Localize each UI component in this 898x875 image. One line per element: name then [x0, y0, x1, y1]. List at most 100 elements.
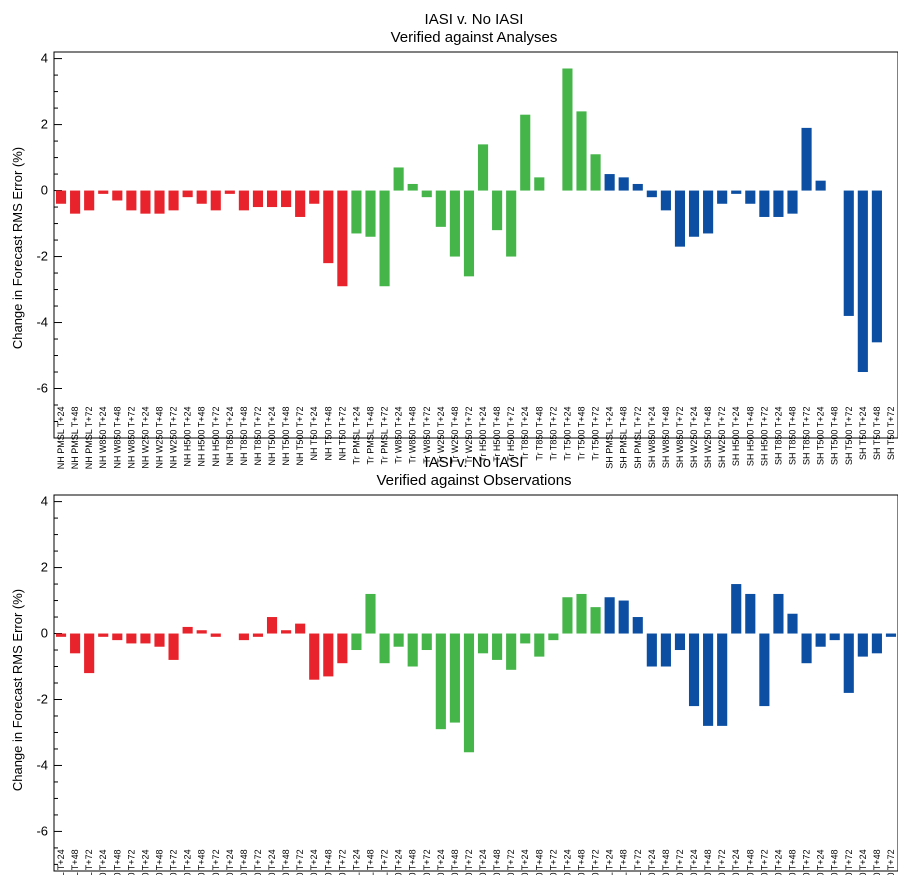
- x-tick-label: SH W850 T+48: [661, 849, 671, 875]
- x-tick-label: NH T50 T+72: [337, 849, 347, 875]
- x-tick-label: NH H500 T+48: [197, 407, 207, 467]
- bar-nh-t50-t-72: [337, 190, 348, 287]
- x-tick-label: SH T500 T+24: [816, 849, 826, 875]
- x-tick-label: SH W850 T+72: [675, 407, 685, 469]
- y-tick-label: -2: [36, 249, 48, 264]
- bar-nh-w850-t-24: [98, 633, 109, 637]
- y-tick-label: 2: [41, 560, 48, 575]
- x-tick-label: NH T500 T+24: [267, 407, 277, 466]
- x-tick-label: NH T500 T+24: [267, 849, 277, 875]
- bar-tr-t850-t-24: [520, 633, 531, 644]
- bar-tr-t500-t-72: [590, 607, 601, 634]
- bar-sh-t50-t-24: [857, 633, 868, 657]
- bar-tr-h500-t-72: [506, 190, 517, 257]
- chart-title: IASI v. No IASI: [425, 454, 524, 471]
- x-tick-label: Tr T500 T+24: [562, 849, 572, 875]
- x-tick-label: Tr W250 T+24: [436, 407, 446, 464]
- x-tick-label: Tr W850 T+48: [408, 407, 418, 464]
- y-tick-label: -4: [36, 757, 48, 772]
- bar-tr-h500-t-48: [492, 190, 503, 231]
- bar-sh-w250-t-24: [688, 633, 700, 707]
- x-tick-label: SH T50 T+72: [886, 407, 896, 460]
- x-tick-label: SH T500 T+48: [830, 407, 840, 465]
- x-tick-label: NH W250 T+72: [169, 407, 179, 469]
- x-tick-label: SH T850 T+72: [802, 407, 812, 465]
- bar-sh-t850-t-48: [787, 613, 798, 634]
- x-tick-label: Tr H500 T+48: [492, 407, 502, 462]
- x-tick-label: Tr T850 T+24: [520, 407, 530, 461]
- x-tick-label: NH W250 T+72: [169, 849, 179, 875]
- x-tick-label: NH H500 T+24: [183, 849, 193, 875]
- x-tick-label: Tr W250 T+72: [464, 407, 474, 464]
- x-tick-label: SH PMSL T+72: [633, 407, 643, 469]
- x-tick-label: NH W850 T+48: [112, 407, 122, 469]
- x-tick-label: SH W250 T+72: [717, 849, 727, 875]
- x-tick-label: SH PMSL T+48: [619, 407, 629, 469]
- y-tick-label: 4: [41, 494, 48, 509]
- bar-nh-h500-t-72: [210, 190, 221, 211]
- x-tick-label: NH W850 T+72: [126, 849, 136, 875]
- bar-tr-pmsl-t-24: [351, 190, 362, 234]
- x-tick-label: SH W850 T+24: [647, 849, 657, 875]
- x-tick-label: Tr W850 T+24: [394, 407, 404, 464]
- bar-tr-w850-t-72: [421, 633, 432, 651]
- bar-sh-t850-t-48: [787, 190, 798, 214]
- x-tick-label: SH PMSL T+72: [633, 849, 643, 875]
- bar-tr-w850-t-24: [393, 633, 404, 647]
- bar-nh-w250-t-72: [168, 633, 179, 660]
- x-tick-label: NH PMSL T+24: [56, 407, 66, 470]
- bar-tr-w250-t-24: [435, 633, 446, 730]
- bar-tr-h500-t-72: [506, 633, 517, 670]
- bar-nh-w250-t-24: [140, 190, 151, 214]
- bar-sh-h500-t-72: [759, 633, 770, 707]
- bar-nh-t850-t-48: [238, 190, 249, 211]
- bar-nh-pmsl-t-72: [84, 190, 95, 211]
- x-tick-label: Tr PMSL T+72: [380, 407, 390, 465]
- bars: [55, 584, 897, 753]
- x-tick-label: NH PMSL T+24: [56, 849, 66, 875]
- bar-sh-t850-t-24: [773, 190, 784, 217]
- bar-sh-pmsl-t-72: [632, 183, 643, 191]
- bar-nh-h500-t-72: [210, 633, 221, 637]
- bar-tr-h500-t-24: [477, 633, 489, 654]
- bar-sh-h500-t-48: [745, 593, 756, 634]
- x-tick-label: Tr H500 T+72: [506, 849, 516, 875]
- bar-sh-t500-t-48: [829, 633, 840, 641]
- chart-title: IASI v. No IASI: [425, 11, 524, 28]
- bar-nh-w850-t-72: [126, 190, 137, 211]
- x-tick-label: NH T500 T+72: [295, 849, 305, 875]
- x-tick-label: Tr PMSL T+48: [366, 407, 376, 465]
- x-tick-label: Tr H500 T+72: [506, 407, 516, 462]
- x-tick-label: SH T850 T+72: [802, 849, 812, 875]
- x-tick-label: NH W850 T+24: [98, 407, 108, 469]
- y-axis: 4 2 0 -2 -4 -6: [36, 51, 62, 439]
- x-tick-label: NH W850 T+48: [112, 849, 122, 875]
- x-tick-label: NH T850 T+24: [225, 849, 235, 875]
- chart-subtitle: Verified against Analyses: [391, 29, 558, 46]
- bar-sh-w850-t-24: [646, 633, 657, 667]
- x-tick-label: SH H500 T+48: [745, 849, 755, 875]
- bar-nh-t500-t-48: [281, 630, 292, 634]
- x-tick-label: NH T500 T+72: [295, 407, 305, 466]
- bar-sh-h500-t-48: [745, 190, 756, 204]
- y-tick-label: -6: [36, 381, 48, 396]
- x-tick-label: NH H500 T+72: [211, 849, 221, 875]
- bar-sh-pmsl-t-72: [632, 617, 643, 634]
- x-tick-label: NH T850 T+48: [239, 407, 249, 466]
- y-tick-label: -4: [36, 315, 48, 330]
- bar-tr-w250-t-72: [463, 190, 475, 277]
- bar-nh-t850-t-24: [224, 190, 235, 194]
- x-tick-label: NH W250 T+24: [140, 849, 150, 875]
- x-tick-label: NH W250 T+48: [155, 407, 165, 469]
- bar-sh-t50-t-48: [871, 633, 882, 654]
- x-tick-label: SH T50 T+24: [858, 407, 868, 460]
- bar-tr-t500-t-48: [576, 111, 587, 191]
- x-tick-label: Tr W250 T+72: [464, 849, 474, 875]
- x-tick-label: NH PMSL T+72: [84, 849, 94, 875]
- x-tick-label: NH W250 T+24: [140, 407, 150, 469]
- bar-sh-t500-t-72: [843, 190, 854, 316]
- x-tick-label: Tr W850 T+72: [422, 407, 432, 464]
- x-tick-label: NH PMSL T+48: [70, 407, 80, 470]
- x-tick-label: Tr PMSL T+24: [351, 407, 361, 465]
